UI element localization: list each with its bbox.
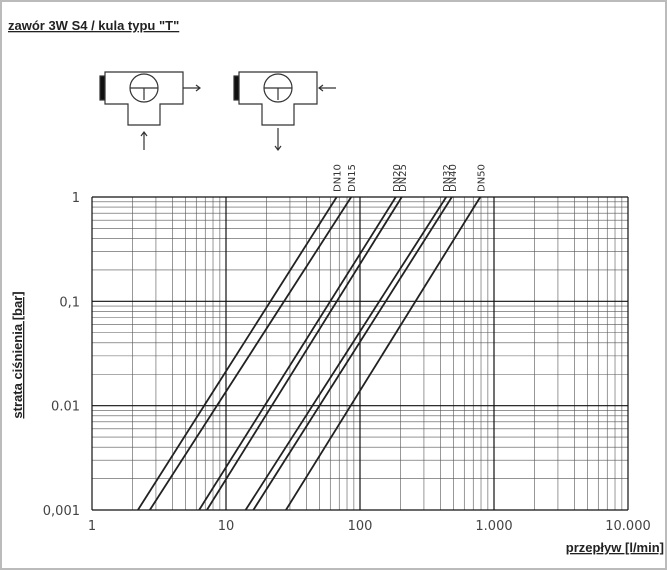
valve-icon (99, 71, 201, 150)
data-line (149, 196, 352, 511)
x-tick-label: 10 (218, 519, 235, 534)
series-label: DN15 (347, 164, 358, 192)
x-tick-label: 10.000 (605, 519, 651, 534)
series-label: DN20 (392, 164, 403, 192)
data-line (285, 196, 482, 511)
y-tick-label: 0.01 (51, 400, 80, 415)
y-tick-label: 0,001 (43, 504, 80, 519)
series-label: DN40 (448, 164, 459, 192)
y-axis-label: strata ciśnienia [bar] (10, 291, 25, 418)
y-tick-label: 0,1 (59, 295, 80, 310)
data-line (244, 196, 447, 511)
data-line (206, 196, 403, 511)
data-line (137, 196, 338, 511)
valve-icon (233, 71, 336, 151)
series-label: DN10 (333, 164, 344, 192)
series-label: DN32 (442, 164, 453, 192)
series-label: DN50 (476, 164, 487, 192)
x-tick-label: 100 (348, 519, 373, 534)
data-line (198, 196, 397, 511)
series-label: DN25 (398, 164, 409, 192)
x-tick-label: 1.000 (475, 519, 512, 534)
data-line (252, 196, 453, 511)
x-tick-label: 1 (88, 519, 96, 534)
chart-title: zawór 3W S4 / kula typu "T" (8, 18, 179, 33)
y-tick-label: 1 (72, 191, 80, 206)
x-axis-label: przepływ [l/min] (566, 540, 664, 555)
